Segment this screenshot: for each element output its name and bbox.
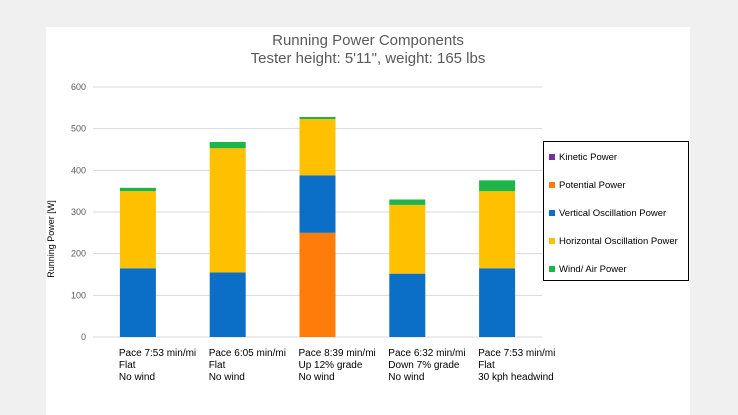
legend-label: Potential Power xyxy=(559,179,626,191)
x-category-label-line: No wind xyxy=(388,372,425,383)
bar-segment-vertical-oscillation-power xyxy=(119,268,156,337)
y-tick-label: 600 xyxy=(71,82,86,92)
x-category-label-line: 30 kph headwind xyxy=(478,372,554,383)
y-tick-label: 100 xyxy=(71,290,86,300)
y-tick-label: 300 xyxy=(71,207,86,217)
bar-segment-vertical-oscillation-power xyxy=(209,272,246,337)
chart-plot: 0 100 200 300 400 500 600 xyxy=(71,82,542,342)
x-category-label-line: Flat xyxy=(118,360,136,371)
chart-subtitle: Tester height: 5'11", weight: 165 lbs xyxy=(250,50,486,67)
chart-legend: Kinetic Power Potential Power Vertical Osc… xyxy=(543,141,689,281)
x-category-label: Pace 8:39 min/mi Up 12% grade No wind xyxy=(299,348,391,384)
legend-item: Vertical Oscillation Power xyxy=(549,207,666,219)
bar-segment-wind-air-power xyxy=(299,117,336,120)
bar-segment-horizontal-oscillation-power xyxy=(209,148,246,273)
x-category-label-line: Pace 6:32 min/mi xyxy=(388,348,466,359)
legend-swatch xyxy=(549,238,555,244)
chart-slide: 0 100 200 300 400 500 600 Running Power Compon… xyxy=(46,27,690,415)
x-category-label-line: Pace 7:53 min/mi xyxy=(118,348,197,359)
x-category-label-line: Down 7% grade xyxy=(388,360,460,371)
bar-segment-horizontal-oscillation-power xyxy=(119,191,156,269)
x-category-label-line: No wind xyxy=(298,372,335,383)
bar-segment-vertical-oscillation-power xyxy=(389,273,426,337)
legend-label: Wind/ Air Power xyxy=(559,263,627,275)
x-category-label-line: Flat xyxy=(208,360,226,371)
x-category-label: Pace 6:32 min/mi Down 7% grade No wind xyxy=(388,348,480,384)
x-category-label-line: Pace 6:05 min/mi xyxy=(208,348,286,359)
bar-segment-vertical-oscillation-power xyxy=(479,268,516,337)
y-tick-label: 500 xyxy=(71,124,86,134)
legend-item: Potential Power xyxy=(549,179,626,191)
y-tick-label: 200 xyxy=(71,249,86,259)
x-category-label-line: Flat xyxy=(478,360,495,371)
y-axis-label: Running Power [W] xyxy=(46,200,56,278)
y-tick-label: 0 xyxy=(81,332,86,342)
legend-item: Wind/ Air Power xyxy=(549,263,627,275)
x-category-label-line: No wind xyxy=(118,372,156,383)
legend-item: Kinetic Power xyxy=(549,151,617,163)
bar-segment-potential-power xyxy=(299,232,336,337)
bar-segment-wind-air-power xyxy=(119,187,156,192)
x-category-label-line: Pace 7:53 min/mi xyxy=(478,348,556,359)
bar-segment-wind-air-power xyxy=(389,199,426,205)
bar-segment-horizontal-oscillation-power xyxy=(389,204,426,274)
x-category-label-line: Up 12% grade xyxy=(298,360,363,371)
bar-segment-horizontal-oscillation-power xyxy=(479,191,516,269)
x-category-label-line: Pace 8:39 min/mi xyxy=(298,348,376,359)
y-tick-label: 400 xyxy=(71,165,86,175)
chart-title: Running Power Components xyxy=(272,32,464,49)
legend-label: Kinetic Power xyxy=(559,151,618,163)
legend-swatch xyxy=(549,182,555,188)
x-category-label: Pace 7:53 min/mi Flat No wind xyxy=(119,348,211,384)
legend-item: Horizontal Oscillation Power xyxy=(549,235,678,247)
legend-swatch xyxy=(549,210,555,216)
x-category-label: Pace 7:53 min/mi Flat 30 kph headwind xyxy=(478,348,570,384)
legend-label: Vertical Oscillation Power xyxy=(559,207,667,219)
legend-swatch xyxy=(549,266,555,272)
bar-segment-horizontal-oscillation-power xyxy=(299,119,336,176)
x-category-label-line: No wind xyxy=(208,372,245,383)
x-category-label: Pace 6:05 min/mi Flat No wind xyxy=(209,348,301,384)
bar-segment-wind-air-power xyxy=(479,180,516,192)
bar-segment-vertical-oscillation-power xyxy=(299,175,336,233)
legend-swatch xyxy=(549,154,555,160)
bar-segment-wind-air-power xyxy=(209,142,246,149)
legend-label: Horizontal Oscillation Power xyxy=(559,235,678,247)
